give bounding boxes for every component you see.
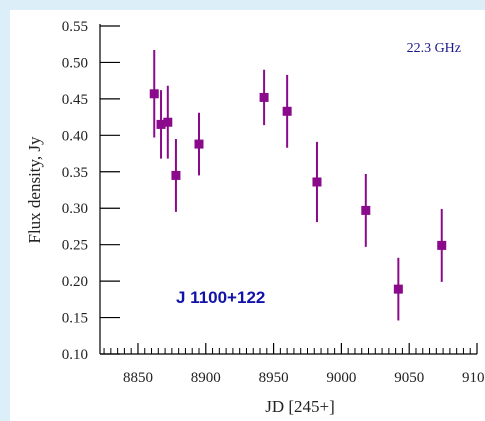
data-points [149, 50, 447, 321]
y-tick-label: 0.35 [62, 165, 88, 181]
y-ticks: 0.10 0.15 0.20 0.25 0.30 0.35 0.40 0.45 0.50 0.55 [62, 19, 120, 363]
data-point [259, 92, 269, 102]
data-point [194, 139, 204, 149]
frequency-label: 22.3 GHz [407, 41, 461, 56]
x-axis-title: JD [245+] [265, 397, 335, 416]
x-tick-label: 8900 [191, 370, 221, 386]
y-tick-label: 0.55 [62, 19, 88, 35]
y-tick-label: 0.50 [62, 55, 88, 71]
y-tick-label: 0.20 [62, 274, 88, 290]
y-tick-label: 0.45 [62, 92, 88, 108]
y-tick-label: 0.10 [62, 347, 88, 363]
x-tick-label: 9100 [462, 370, 485, 386]
x-tick-label: 8850 [123, 370, 153, 386]
data-point [149, 89, 159, 99]
plot-panel [10, 10, 485, 421]
data-point [312, 177, 322, 187]
y-axis-title: Flux density, Jy [25, 136, 44, 244]
x-tick-label: 8950 [259, 370, 289, 386]
y-tick-label: 0.40 [62, 128, 88, 144]
axes [99, 24, 477, 355]
data-point [282, 106, 292, 116]
y-tick-label: 0.25 [62, 238, 88, 254]
x-tick-label: 9050 [394, 370, 424, 386]
data-point [393, 284, 403, 294]
y-tick-label: 0.30 [62, 201, 88, 217]
data-point [437, 240, 447, 250]
x-tick-label: 9000 [326, 370, 356, 386]
x-ticks: 8850 8900 8950 9000 9050 9100 [103, 343, 485, 386]
y-tick-label: 0.15 [62, 311, 88, 327]
data-point [361, 205, 371, 215]
data-point [171, 170, 181, 180]
data-point [156, 119, 166, 129]
data-point [163, 117, 173, 127]
source-name-label: J 1100+122 [176, 288, 265, 307]
